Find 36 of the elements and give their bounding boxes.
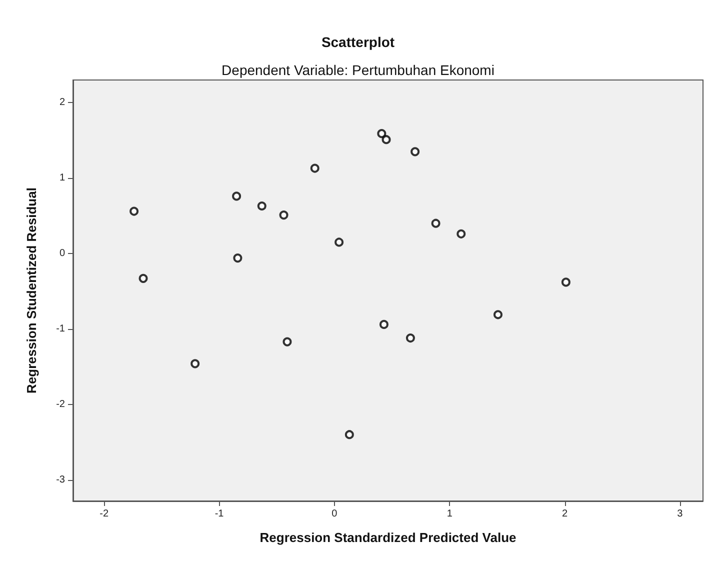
y-axis-title: Regression Studentized Residual (24, 188, 39, 394)
point (406, 334, 415, 343)
point (279, 210, 288, 220)
x-tick-label: -1 (214, 508, 224, 520)
point (382, 135, 391, 144)
point (379, 320, 388, 329)
y-tick-label: -1 (56, 323, 66, 334)
point (138, 274, 148, 283)
point (190, 359, 200, 368)
point (494, 310, 502, 320)
point (431, 218, 440, 228)
x-tick-label: 0 (332, 508, 338, 520)
point (377, 129, 386, 138)
point (456, 229, 466, 238)
point (344, 430, 354, 440)
y-tick-label: 1 (59, 172, 66, 184)
y-tick-label: -3 (56, 474, 66, 486)
y-tick-label: -2 (56, 398, 66, 410)
y-tick-label: 2 (59, 97, 66, 108)
chart-title: Scatterplot (321, 34, 395, 50)
x-axis-title: Regression Standardized Predicted Value (260, 530, 516, 545)
point (561, 278, 570, 287)
point (310, 164, 320, 173)
y-tick-label: 0 (59, 248, 66, 260)
point (282, 337, 292, 346)
x-tick-label: 3 (677, 508, 684, 520)
point (410, 147, 420, 156)
point (334, 238, 344, 247)
point (257, 202, 266, 210)
x-tick-label: 2 (562, 508, 568, 520)
chart-subtitle: Dependent Variable: Pertumbuhan Ekonomi (222, 62, 494, 78)
point (130, 206, 139, 216)
x-tick-label: -2 (100, 508, 109, 520)
point (232, 192, 242, 201)
x-tick-label: 1 (446, 508, 453, 520)
point (233, 254, 242, 263)
